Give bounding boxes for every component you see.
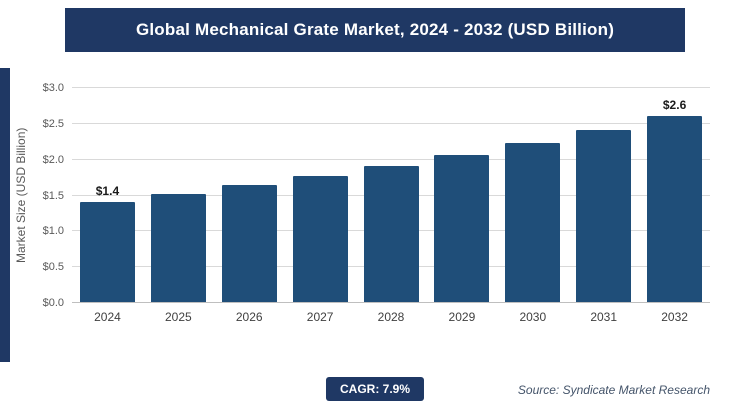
data-label: $2.6 [662,97,687,112]
y-tick-label: $0.5 [42,261,64,274]
x-axis-label: 2025 [164,310,192,324]
bar-2031 [576,130,632,302]
data-label: $1.4 [95,183,120,198]
y-tick-label: $2.0 [42,153,64,166]
left-accent-bar [0,68,10,362]
bar-2032: $2.6 [647,98,703,302]
y-axis-tick-labels: $0.0 $0.5 $1.0 $1.5 $2.0 $2.5 $3.0 [30,82,68,309]
cagr-badge: CAGR: 7.9% [325,377,425,401]
bar-slot [214,88,285,302]
y-tick-label: $1.0 [42,225,64,238]
gridline [72,158,710,160]
y-tick-label: $3.0 [42,82,64,94]
bar-2026 [221,185,277,302]
bar-slot [426,88,497,302]
x-axis-label: 2028 [377,310,405,324]
x-axis-labels: 2024 2025 2026 2027 2028 2029 2030 2031 2032 [72,310,710,324]
bar-2028 [363,165,419,302]
x-axis-label: 2031 [590,310,618,324]
x-axis-label: 2024 [94,310,121,324]
bar-2030 [505,142,561,302]
bar-2025 [150,193,206,302]
source-note: Source: Syndicate Market Research [517,383,710,397]
bar-2027 [292,175,348,302]
y-tick-label: $0.0 [42,297,64,309]
y-tick-label: $1.5 [42,189,64,202]
bar-slot [143,88,214,302]
y-axis-title: Market Size (USD Billion) [14,127,28,264]
bar-slot [497,88,568,302]
gridline [72,122,710,124]
bar-2029 [434,155,490,302]
gridline [72,87,710,88]
chart-title: Global Mechanical Grate Market, 2024 - 2… [135,20,615,39]
bar-series: $1.4 $2.6 [72,88,710,303]
x-axis-label: 2027 [306,310,334,324]
x-axis-label: 2030 [519,310,547,324]
bar-slot [568,88,639,302]
bar-2024: $1.4 [79,184,135,302]
x-axis-label: 2029 [448,310,476,324]
bar-slot [285,88,356,302]
x-axis-label: 2032 [661,310,688,324]
title-banner: Global Mechanical Grate Market, 2024 - 2… [65,8,685,52]
bar-slot: $2.6 [639,88,710,302]
y-tick-label: $2.5 [42,117,64,130]
bar-slot: $1.4 [72,88,143,302]
x-axis-label: 2026 [235,310,263,324]
bar-slot [356,88,427,302]
plot-area: $1.4 $2.6 [72,87,710,303]
